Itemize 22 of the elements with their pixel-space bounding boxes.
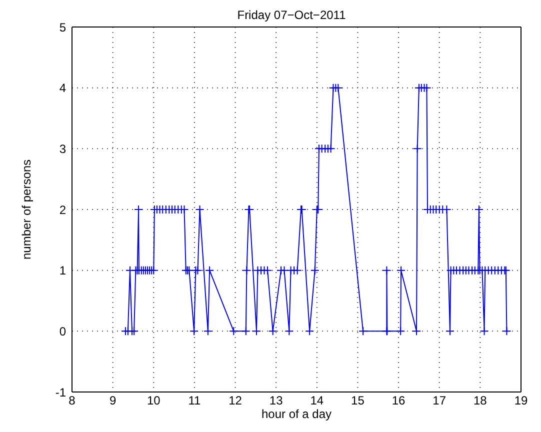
x-tick-label: 11 (188, 394, 202, 408)
y-tick-label: 0 (59, 324, 66, 338)
y-tick-label: 4 (59, 81, 66, 96)
x-tick-label: 8 (68, 394, 76, 408)
y-axis-title: number of persons (19, 159, 34, 260)
x-axis-title: hour of a day (261, 407, 332, 421)
x-tick-label: 15 (351, 394, 365, 408)
x-tick-label: 17 (432, 394, 446, 408)
x-tick-label: 18 (474, 394, 488, 408)
x-tick-label: 19 (514, 394, 528, 408)
y-tick-label: -1 (55, 385, 66, 400)
x-tick-label: 13 (269, 394, 284, 408)
y-tick-label: 3 (59, 142, 66, 156)
x-tick-label: 16 (392, 394, 406, 408)
y-tick-label: 2 (59, 202, 66, 217)
y-tick-label: 1 (59, 264, 66, 278)
x-tick-label: 9 (109, 394, 116, 408)
y-tick-label: 5 (59, 20, 66, 34)
x-tick-label: 14 (310, 394, 324, 408)
x-tick-label: 12 (228, 394, 242, 408)
chart-title: Friday 07−Oct−2011 (236, 8, 347, 22)
x-tick-label: 10 (146, 394, 161, 408)
